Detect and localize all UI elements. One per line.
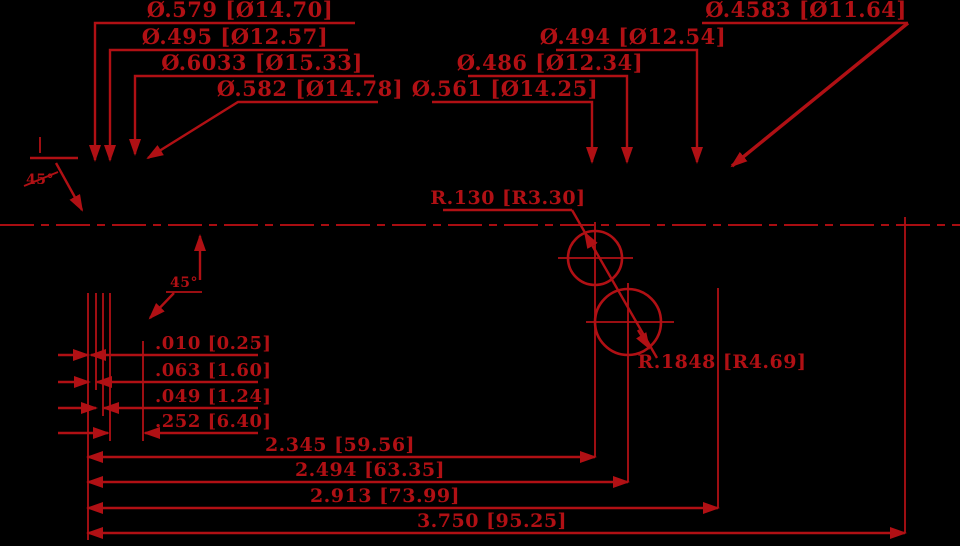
dim-dia-561: Ø.561 [Ø14.25] (412, 76, 598, 164)
angle-callout-middle: 45° (148, 234, 206, 320)
dim-length-3750: 3.750 [95.25] (86, 510, 907, 539)
dim-label-r1848: R.1848 [R4.69] (638, 351, 807, 373)
dim-label-dia-561: Ø.561 [Ø14.25] (412, 76, 598, 101)
arrow-to-arc (636, 329, 651, 350)
dim-dia-494: Ø.494 [Ø12.54] (540, 24, 726, 164)
strike-line (23, 171, 59, 187)
dim-label-2494: 2.494 [63.35] (295, 459, 445, 481)
leader-line (89, 21, 355, 162)
dim-dia-6033: Ø.6033 [Ø15.33] (129, 50, 374, 156)
leader-line (432, 100, 598, 164)
dim-dia-486: Ø.486 [Ø12.34] (457, 50, 643, 164)
dim-length-2913: 2.913 [73.99] (86, 485, 720, 514)
dim-label-dia-6033: Ø.6033 [Ø15.33] (161, 50, 363, 75)
detail-circle-lower (586, 283, 674, 482)
leader-line (148, 292, 175, 320)
dim-dia-4583: Ø.4583 [Ø11.64] (702, 0, 910, 168)
angle-callout-left: 45° (23, 137, 84, 212)
dim-step-252: .252 [6.40] (58, 411, 271, 439)
dim-step-063: .063 [1.60] (58, 360, 271, 388)
dim-label-049: .049 [1.24] (155, 386, 271, 407)
leader-line (54, 162, 84, 212)
dim-label-010: .010 [0.25] (155, 333, 271, 354)
dim-label-252: .252 [6.40] (155, 411, 271, 432)
dim-dia-495: Ø.495 [Ø12.57] (104, 24, 348, 162)
dim-label-dia-4583: Ø.4583 [Ø11.64] (705, 0, 907, 22)
dim-dia-579: Ø.579 [Ø14.70] (89, 0, 355, 162)
leader-line (104, 48, 348, 162)
dim-step-049: .049 [1.24] (58, 386, 271, 414)
angle-label-middle: 45° (170, 275, 198, 291)
dim-label-dia-486: Ø.486 [Ø12.34] (457, 50, 643, 75)
dim-label-3750: 3.750 [95.25] (417, 510, 567, 532)
dim-label-2345: 2.345 [59.56] (265, 434, 415, 456)
dim-label-r130: R.130 [R3.30] (430, 187, 585, 209)
leader-diagonal (730, 21, 910, 168)
dim-label-dia-579: Ø.579 [Ø14.70] (147, 0, 333, 22)
leader-line (146, 100, 378, 160)
leader-line (129, 74, 374, 156)
dim-radius-130: R.130 [R3.30] (430, 187, 659, 359)
dim-dia-582: Ø.582 [Ø14.78] (146, 76, 403, 160)
dim-label-063: .063 [1.60] (155, 360, 271, 381)
dim-label-2913: 2.913 [73.99] (310, 485, 460, 507)
dim-label-dia-495: Ø.495 [Ø12.57] (142, 24, 328, 49)
dim-step-010: .010 [0.25] (58, 333, 271, 361)
dim-label-dia-582: Ø.582 [Ø14.78] (217, 76, 403, 101)
dim-radius-1848: R.1848 [R4.69] (636, 329, 807, 373)
dim-length-2345: 2.345 [59.56] (86, 434, 597, 463)
detail-circle-upper (558, 222, 633, 457)
leader-line (556, 48, 703, 164)
dim-length-2494: 2.494 [63.35] (86, 459, 630, 488)
leader-line (468, 74, 633, 164)
dim-label-dia-494: Ø.494 [Ø12.54] (540, 24, 726, 49)
